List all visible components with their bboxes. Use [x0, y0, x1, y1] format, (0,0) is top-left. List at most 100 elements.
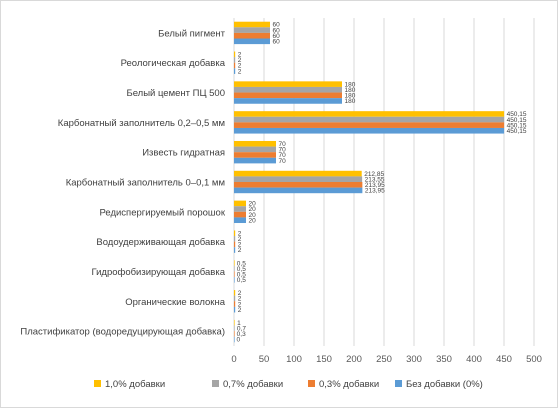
bar [234, 122, 505, 128]
bar [234, 146, 276, 153]
category-label: Карбонатный заполнитель 0,2–0,5 мм [58, 118, 225, 129]
data-label: 2 [238, 242, 242, 249]
bar [234, 32, 270, 39]
data-label: 1 [237, 320, 241, 327]
category-label: Белый пигмент [158, 28, 225, 39]
data-label: 2 [238, 307, 242, 314]
data-label: 2 [238, 52, 242, 59]
category-label: Органические волокна [125, 297, 225, 308]
category-labels: Белый пигмент Реологическая добавка Белый … [20, 28, 225, 337]
data-label: 60 [273, 33, 281, 40]
x-tick-label: 450 [496, 354, 512, 365]
legend-swatch [212, 380, 219, 387]
data-label: 0,5 [237, 260, 246, 267]
data-label: 20 [249, 206, 257, 213]
data-label: 2 [238, 57, 242, 64]
bar [234, 21, 270, 28]
category-label: Редиспергируемый порошок [99, 207, 225, 218]
data-label: 180 [345, 98, 356, 105]
legend-swatch [308, 380, 315, 387]
legend-entry: 0,3% добавки [319, 379, 379, 390]
bar [234, 260, 235, 266]
category-label: Гидрофобизирующая добавка [91, 267, 225, 278]
x-tick-label: 50 [259, 354, 270, 365]
bar [234, 57, 236, 63]
bar [234, 92, 342, 99]
category-label: Пластификатор (водоредуцирующая добавка) [20, 327, 225, 338]
bar [234, 27, 270, 33]
x-tick-label: 200 [346, 354, 362, 365]
x-tick-label: 0 [231, 354, 236, 365]
data-label: 180 [345, 93, 356, 100]
data-label: 20 [249, 201, 257, 208]
bar [234, 176, 363, 182]
bar [234, 127, 505, 134]
legend-swatch [94, 380, 101, 387]
data-label: 2 [238, 68, 242, 75]
data-label: 2 [238, 296, 242, 303]
data-label: 2 [238, 290, 242, 297]
bar [234, 187, 363, 194]
bar [234, 241, 236, 248]
bar [234, 271, 235, 278]
data-label: 0 [237, 337, 241, 344]
bar [234, 331, 235, 337]
data-label: 60 [273, 22, 281, 29]
bar [234, 247, 236, 253]
data-label: 2 [238, 301, 242, 308]
x-tick-label: 250 [376, 354, 392, 365]
data-label: 180 [345, 87, 356, 94]
data-label: 20 [249, 217, 257, 224]
data-label: 180 [345, 81, 356, 88]
bar [234, 81, 342, 87]
data-label: 450,15 [507, 117, 527, 124]
legend-entry: 1,0% добавки [105, 379, 165, 390]
bar [234, 182, 363, 188]
data-label: 450,15 [507, 122, 527, 129]
x-tick-label: 350 [436, 354, 452, 365]
data-label: 0,7 [237, 325, 246, 332]
bar [234, 325, 235, 332]
category-label: Реологическая добавка [121, 58, 226, 69]
data-label: 70 [279, 141, 287, 148]
bar [234, 111, 505, 117]
data-label: 2 [238, 230, 242, 237]
data-label: 70 [279, 152, 287, 159]
data-label: 60 [273, 39, 281, 46]
bar [234, 301, 236, 307]
x-tick-label: 100 [286, 354, 302, 365]
legend: 1,0% добавки 0,7% добавки 0,3% добавки Без … [94, 379, 483, 390]
data-label: 213,55 [365, 176, 385, 183]
x-tick-label: 500 [526, 354, 542, 365]
x-tick-label: 400 [466, 354, 482, 365]
bar [234, 290, 236, 296]
bar [234, 200, 246, 207]
x-tick-label: 300 [406, 354, 422, 365]
bar [234, 230, 236, 237]
bar [234, 116, 505, 123]
data-label: 0,5 [237, 271, 246, 278]
bar [234, 217, 246, 224]
bar [234, 295, 236, 302]
data-label: 70 [279, 147, 287, 154]
bar [234, 62, 236, 69]
x-axis-tick-labels: 0 50 100 150 200 250 300 350 400 450 500 [231, 354, 542, 365]
bar [234, 51, 236, 58]
bar [234, 277, 235, 283]
data-label: 2 [238, 247, 242, 254]
category-label: Известь гидратная [142, 148, 225, 159]
data-label: 450,15 [507, 111, 527, 118]
bar [234, 98, 342, 104]
data-label: 60 [273, 27, 281, 34]
category-label: Водоудерживающая добавка [96, 237, 225, 248]
legend-entry: 0,7% добавки [223, 379, 283, 390]
bar [234, 211, 246, 218]
bars [234, 21, 505, 343]
bar [234, 170, 362, 177]
data-label: 2 [238, 236, 242, 243]
bar [234, 152, 276, 158]
legend-swatch [395, 380, 402, 387]
data-label: 0,5 [237, 266, 246, 273]
